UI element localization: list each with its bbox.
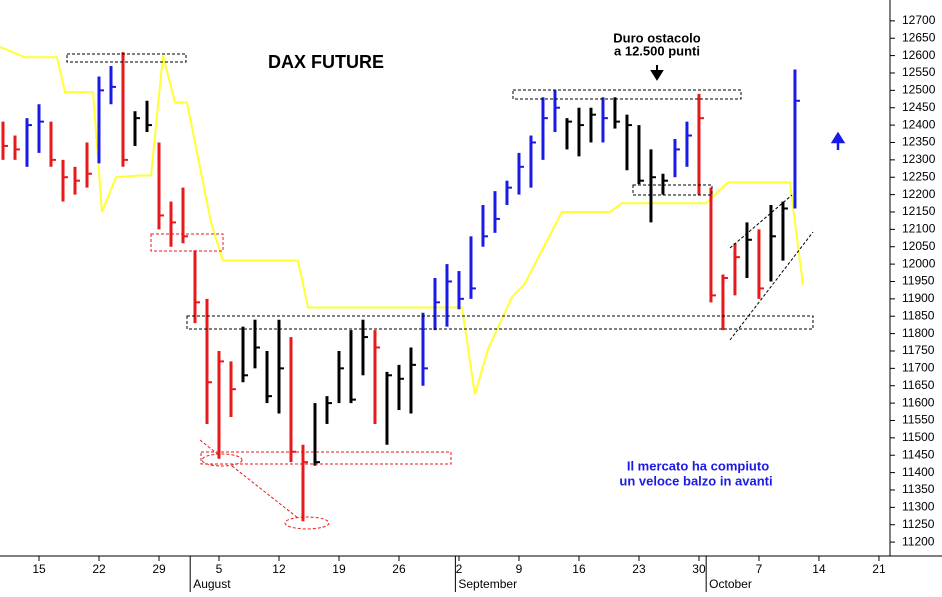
y-tick-label: 12200 [902,187,936,201]
y-tick-label: 11250 [902,517,935,531]
level-box [66,53,187,63]
x-tick-label: 14 [812,562,826,576]
month-label: September [458,577,517,591]
y-tick-label: 11700 [902,361,935,375]
y-tick-label: 12650 [902,30,936,44]
y-tick-label: 12350 [902,135,936,149]
y-tick-label: 12600 [902,48,936,62]
trend-line [231,465,299,519]
y-tick-label: 11950 [902,274,935,288]
level-box [150,233,224,252]
y-tick-label: 11800 [902,326,935,340]
x-tick-label: 16 [572,562,586,576]
month-label: October [709,577,752,591]
level-box [632,184,713,196]
y-tick-label: 12700 [902,13,936,27]
annotation: Duro ostacolo [613,30,700,45]
x-tick-label: 5 [216,562,223,576]
y-tick-label: 12050 [902,239,936,253]
down-arrow [650,65,664,81]
y-tick-label: 11350 [902,482,935,496]
y-tick-label: 12000 [902,256,936,270]
y-tick-label: 11200 [902,534,935,548]
annotation: Il mercato ha compiuto [627,458,769,473]
trend-line [199,439,221,457]
x-tick-label: 2 [456,562,463,576]
annotation: a 12.500 punti [614,43,700,58]
x-tick-label: 21 [872,562,886,576]
x-tick-label: 29 [152,562,166,576]
month-label: August [193,577,231,591]
level-box [200,451,452,465]
y-tick-label: 11450 [902,447,935,461]
y-tick-label: 12550 [902,65,936,79]
y-tick-label: 11650 [902,378,935,392]
x-tick-label: 12 [272,562,286,576]
chart-title: DAX FUTURE [268,52,384,72]
x-tick-label: 15 [32,562,46,576]
up-arrow [830,131,846,150]
y-tick-label: 12450 [902,100,936,114]
x-tick-label: 22 [92,562,106,576]
y-tick-label: 11550 [902,413,935,427]
y-tick-label: 12250 [902,169,936,183]
level-box [512,89,742,100]
y-tick-label: 11300 [902,500,935,514]
y-tick-label: 11400 [902,465,935,479]
x-tick-label: 26 [392,562,406,576]
y-tick-label: 12500 [902,83,936,97]
annotation-shapes [66,53,814,530]
y-tick-label: 12400 [902,117,936,131]
x-tick-label: 30 [692,562,706,576]
y-tick-label: 11900 [902,291,935,305]
low-ellipse [201,453,243,467]
y-tick-label: 12100 [902,222,936,236]
channel-line [729,194,793,249]
y-tick-label: 12300 [902,152,936,166]
annotation: un veloce balzo in avanti [619,473,772,488]
channel-line [729,231,814,341]
y-tick-label: 11850 [902,308,935,322]
y-tick-label: 11500 [902,430,935,444]
y-tick-label: 11600 [902,395,935,409]
x-tick-label: 9 [516,562,523,576]
low-ellipse [284,516,330,530]
level-box [186,315,814,330]
y-tick-label: 12150 [902,204,936,218]
x-tick-label: 7 [756,562,763,576]
x-tick-label: 23 [632,562,646,576]
x-tick-label: 19 [332,562,346,576]
y-tick-label: 11750 [902,343,935,357]
